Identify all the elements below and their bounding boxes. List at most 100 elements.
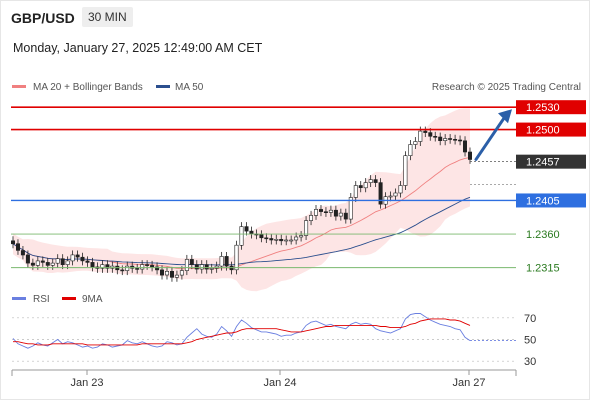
candle-body: [85, 260, 90, 263]
candle-body: [353, 185, 358, 198]
timeframe-badge[interactable]: 30 MIN: [82, 7, 133, 27]
candle-body: [100, 264, 105, 269]
candle-body: [189, 259, 194, 265]
candle-body: [289, 239, 294, 242]
candle-body: [338, 212, 343, 217]
candle-body: [125, 265, 130, 271]
candle-body: [343, 212, 348, 220]
candle-body: [244, 226, 249, 232]
candle-body: [368, 179, 373, 183]
instrument-title: GBP/USD: [11, 10, 75, 26]
ma20-legend-swatch: [12, 85, 26, 88]
candle-body: [55, 258, 60, 264]
candle-body: [388, 195, 393, 198]
candle-body: [313, 209, 318, 216]
x-tick-label: Jan 24: [263, 377, 296, 389]
candle-body: [403, 155, 408, 186]
support-label: 1.2315: [526, 263, 560, 275]
candle-body: [70, 254, 75, 262]
candle-body: [418, 130, 423, 142]
candle-body: [30, 262, 35, 266]
candle-body: [140, 264, 145, 270]
resistance-label: 1.2530: [526, 102, 560, 114]
last-price-label: 1.2457: [526, 157, 560, 169]
candle-body: [170, 270, 175, 278]
candle-body: [393, 192, 398, 197]
bollinger-band: [13, 108, 470, 292]
candle-body: [358, 185, 363, 189]
candle-body: [60, 258, 65, 266]
rsi-ma-line: [13, 318, 471, 346]
credit-text: Research © 2025 Trading Central: [432, 82, 581, 93]
candle-body: [135, 268, 140, 270]
candle-body: [155, 266, 160, 271]
candle-body: [328, 209, 333, 213]
candle-body: [234, 244, 239, 271]
timestamp: Monday, January 27, 2025 12:49:00 AM CET: [13, 41, 263, 55]
candle-body: [323, 211, 328, 213]
candle-body: [65, 260, 70, 265]
candle-body: [194, 264, 199, 270]
level-layer: 1.2530 1.2500 1.2457 1.2405 1.2360 1.2315: [11, 100, 586, 275]
candle-body: [184, 259, 189, 271]
rsi-legend-swatch: [12, 297, 26, 300]
candle-body: [264, 237, 269, 240]
candle-body: [304, 220, 309, 236]
candle-body: [423, 130, 428, 133]
candle-body: [204, 264, 209, 270]
candle-body: [219, 256, 224, 267]
candle-body: [428, 132, 433, 137]
ma50-legend-swatch: [156, 85, 170, 88]
candle-body: [443, 138, 448, 142]
last-price-tag: [516, 154, 586, 169]
ma9-legend-swatch: [62, 297, 76, 300]
candle-body: [433, 136, 438, 138]
ma9-legend-label: 9MA: [82, 294, 103, 305]
support-label: 1.2360: [526, 229, 560, 241]
candle-body: [209, 268, 214, 270]
pivot-tag: [516, 193, 586, 208]
price-layer: [11, 108, 472, 292]
candle-body: [105, 264, 110, 269]
ma50-line: [12, 196, 471, 266]
candle-body: [199, 264, 204, 270]
resistance-tag: [516, 100, 586, 115]
candle-body: [50, 262, 55, 266]
candle-body: [269, 238, 274, 241]
candle-body: [274, 239, 279, 241]
candle-body: [308, 215, 313, 221]
candle-body: [165, 270, 170, 276]
candle-body: [120, 269, 125, 272]
x-tick-label: Jan 23: [70, 377, 103, 389]
candle-body: [20, 250, 25, 256]
rsi-layer: 70 50 30: [12, 313, 536, 368]
rsi-tick-label: 50: [524, 335, 536, 347]
candle-body: [174, 274, 179, 278]
candle-body: [467, 151, 472, 160]
candle-body: [279, 239, 284, 242]
candle-body: [462, 140, 467, 153]
candle-body: [259, 234, 264, 239]
x-axis-ticks: Jan 23 Jan 24 Jan 27: [70, 370, 486, 389]
candle-body: [11, 240, 16, 245]
candle-body: [25, 254, 30, 264]
candle-body: [348, 197, 353, 220]
candle-body: [378, 182, 383, 205]
rsi-tick-label: 70: [524, 313, 536, 325]
candle-body: [80, 256, 85, 262]
ma50-legend-label: MA 50: [175, 82, 204, 93]
candle-body: [413, 141, 418, 145]
candle-body: [398, 185, 403, 194]
candle-body: [15, 243, 20, 251]
candle-body: [179, 270, 184, 276]
candle-body: [239, 226, 244, 246]
candle-body: [408, 144, 413, 156]
candle-body: [363, 182, 368, 189]
candle-body: [373, 179, 378, 183]
candle-body: [318, 209, 323, 212]
candle-body: [150, 265, 155, 268]
resistance-label: 1.2500: [526, 125, 560, 137]
x-tick-label: Jan 27: [452, 377, 485, 389]
candle-body: [145, 264, 150, 266]
